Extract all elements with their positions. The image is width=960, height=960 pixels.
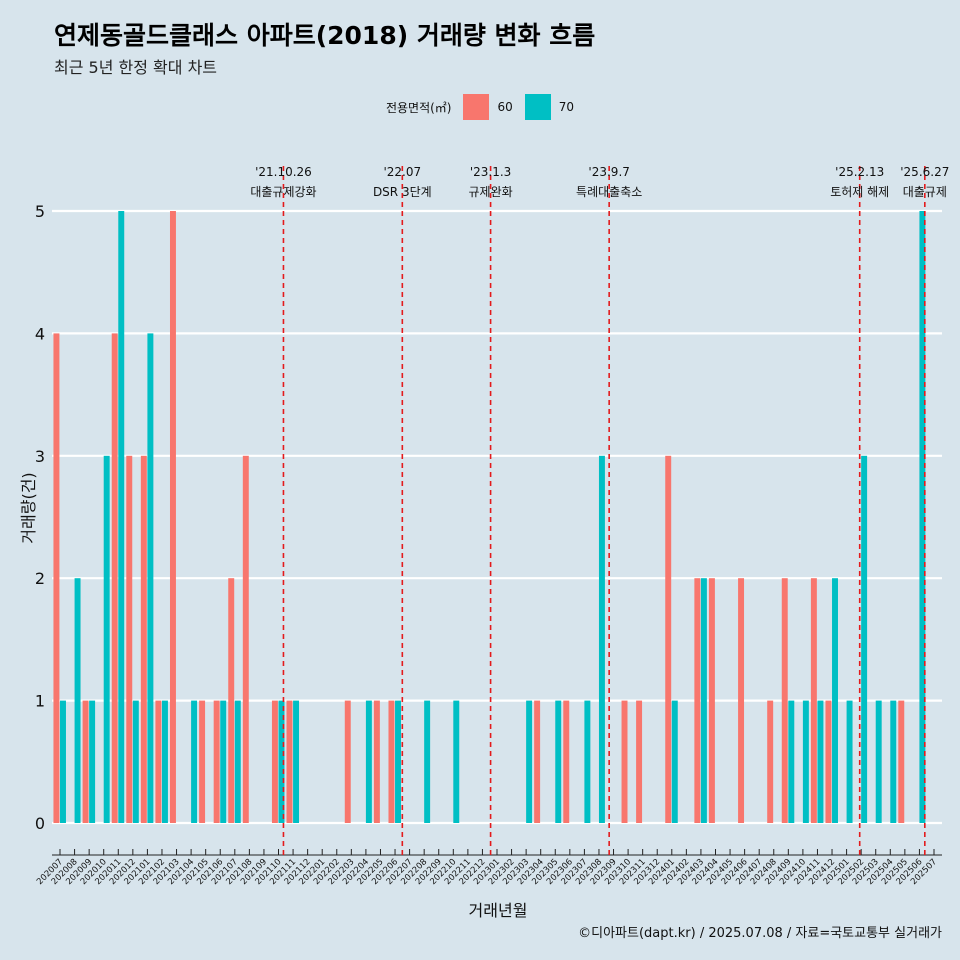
event-date: '25.2.13 [835, 165, 884, 179]
legend-item-70: 70 [524, 94, 575, 120]
bar-60-202007 [53, 333, 60, 823]
bar-60-202408 [767, 700, 774, 823]
bar-70-202104 [191, 700, 198, 823]
event-label: DSR 3단계 [373, 185, 432, 199]
event-label: 규제완화 [469, 185, 513, 199]
bar-60-202106 [213, 700, 220, 823]
bar-70-202504 [890, 700, 897, 823]
bar-70-202503 [875, 700, 882, 823]
bar-60-202412 [825, 700, 832, 823]
bar-60-202411 [810, 578, 817, 823]
bar-60-202009 [82, 700, 89, 823]
source-caption: ©디아파트(dapt.kr) / 2025.07.08 / 자료=국토교통부 실… [578, 926, 942, 941]
bar-70-202110 [278, 700, 285, 823]
bar-70-202010 [103, 455, 110, 823]
bar-70-202011 [118, 211, 125, 823]
bar-60-202011 [111, 333, 118, 823]
bar-60-202409 [781, 578, 788, 823]
event-date: '22.07 [383, 165, 421, 179]
bar-60-202304 [534, 700, 541, 823]
event-label: 대출규제 [903, 185, 947, 199]
bar-60-202111 [286, 700, 293, 823]
bar-70-202412 [832, 578, 838, 823]
legend-swatch-60 [463, 94, 490, 120]
bar-70-202102 [161, 700, 168, 823]
bar-70-202308 [598, 455, 605, 823]
bar-70-202007 [60, 700, 66, 823]
legend-title: 전용면적(㎡) [385, 100, 452, 115]
bar-60-202205 [373, 700, 380, 823]
bar-70-202409 [788, 700, 795, 823]
bar-60-202101 [140, 455, 147, 823]
chart-title: 연제동골드클래스 아파트(2018) 거래량 변화 흐름 [54, 21, 596, 50]
y-tick-label: 4 [35, 324, 45, 343]
bar-60-202306 [563, 700, 570, 823]
legend-label-60: 60 [497, 100, 513, 114]
y-tick-label: 1 [35, 692, 45, 711]
bar-70-202208 [424, 700, 431, 823]
legend-swatch-70 [524, 94, 551, 120]
bar-60-202102 [155, 700, 162, 823]
bar-70-202204 [365, 700, 372, 823]
bar-70-202410 [802, 700, 809, 823]
y-tick-label: 0 [35, 814, 45, 833]
event-label: 토허제 해제 [830, 185, 889, 199]
bar-60-202110 [271, 700, 278, 823]
bar-70-202012 [132, 700, 139, 823]
bar-70-202502 [861, 455, 868, 823]
bar-60-202406 [738, 578, 745, 823]
bar-60-202203 [344, 700, 351, 823]
bar-60-202012 [126, 455, 133, 823]
bar-60-202311 [636, 700, 643, 823]
bar-70-202403 [700, 578, 707, 823]
bar-70-202106 [220, 700, 227, 823]
bar-70-202506 [919, 211, 926, 823]
legend: 전용면적(㎡) 60 70 [0, 94, 960, 120]
y-tick-label: 3 [35, 447, 45, 466]
bar-70-202101 [147, 333, 154, 823]
y-axis-label: 거래량(건) [19, 472, 38, 544]
y-tick-label: 2 [35, 569, 45, 588]
bar-60-202404 [708, 578, 715, 823]
bar-60-202105 [199, 700, 206, 823]
bar-60-202206 [388, 700, 395, 823]
bar-70-202009 [89, 700, 96, 823]
bar-70-202307 [584, 700, 591, 823]
legend-label-70: 70 [558, 100, 575, 114]
bar-60-202403 [694, 578, 701, 823]
bar-60-202107 [228, 578, 235, 823]
bar-60-202108 [242, 455, 249, 823]
chart-subtitle: 최근 5년 한정 확대 차트 [54, 58, 218, 77]
bar-60-202310 [621, 700, 628, 823]
bar-70-202111 [293, 700, 300, 823]
event-label: 특례대출축소 [576, 185, 642, 199]
event-date: '21.10.26 [255, 165, 312, 179]
event-date: '23.1.3 [470, 165, 511, 179]
bar-70-202107 [234, 700, 241, 823]
bar-70-202411 [817, 700, 824, 823]
bar-70-202401 [671, 700, 678, 823]
bar-60-202401 [665, 455, 672, 823]
bar-70-202206 [395, 700, 401, 823]
bar-60-202505 [898, 700, 905, 823]
bar-70-202501 [846, 700, 853, 823]
x-axis-label: 거래년월 [468, 901, 528, 920]
bar-70-202305 [555, 700, 562, 823]
bar-70-202210 [453, 700, 460, 823]
bar-70-202303 [526, 700, 533, 823]
event-date: '23.9.7 [588, 165, 629, 179]
event-date: '25.6.27 [900, 165, 949, 179]
bar-70-202008 [74, 578, 81, 823]
y-tick-label: 5 [35, 202, 45, 221]
legend-item-60: 60 [463, 94, 513, 120]
bar-60-202103 [169, 211, 176, 823]
event-label: 대출규제강화 [250, 185, 316, 199]
